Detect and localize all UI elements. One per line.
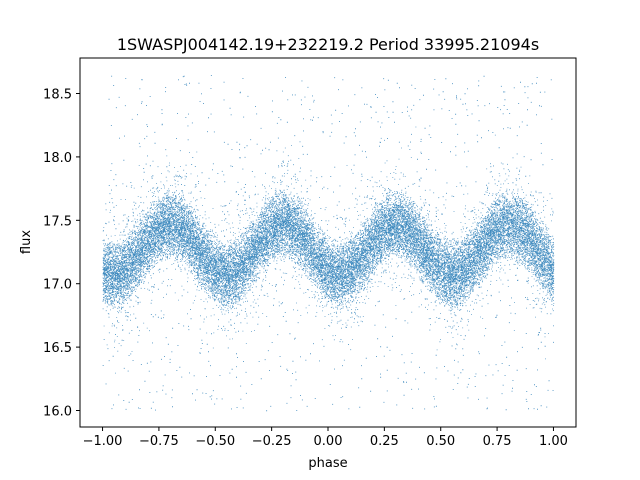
x-tick-label: 0.25 xyxy=(370,434,399,449)
x-tick-label: 0.50 xyxy=(426,434,455,449)
y-tick-label: 18.0 xyxy=(43,151,72,166)
data-point-band xyxy=(102,126,555,374)
y-tick-label: 18.5 xyxy=(43,88,72,103)
y-tick-label: 17.5 xyxy=(43,214,72,229)
y-axis-label: flux xyxy=(19,230,34,254)
x-tick-label: 0.75 xyxy=(483,434,512,449)
x-tick-label: −1.00 xyxy=(83,434,123,449)
x-tick-label: 1.00 xyxy=(539,434,568,449)
y-tick-label: 16.0 xyxy=(43,405,72,420)
x-axis-label: phase xyxy=(308,456,347,471)
y-tick-label: 17.0 xyxy=(43,278,72,293)
y-axis: 16.0 16.5 17.0 17.5 18.0 18.5 xyxy=(43,88,80,420)
y-tick-label: 16.5 xyxy=(43,341,72,356)
x-tick-label: −0.75 xyxy=(139,434,179,449)
chart-title: 1SWASPJ004142.19+232219.2 Period 33995.2… xyxy=(117,35,539,54)
x-tick-label: −0.25 xyxy=(252,434,292,449)
x-tick-label: 0.00 xyxy=(314,434,343,449)
x-tick-label: −0.50 xyxy=(195,434,235,449)
data-points xyxy=(102,75,555,412)
x-axis: −1.00 −0.75 −0.50 −0.25 0.00 0.25 0.50 0.75 1.00 xyxy=(83,427,568,449)
